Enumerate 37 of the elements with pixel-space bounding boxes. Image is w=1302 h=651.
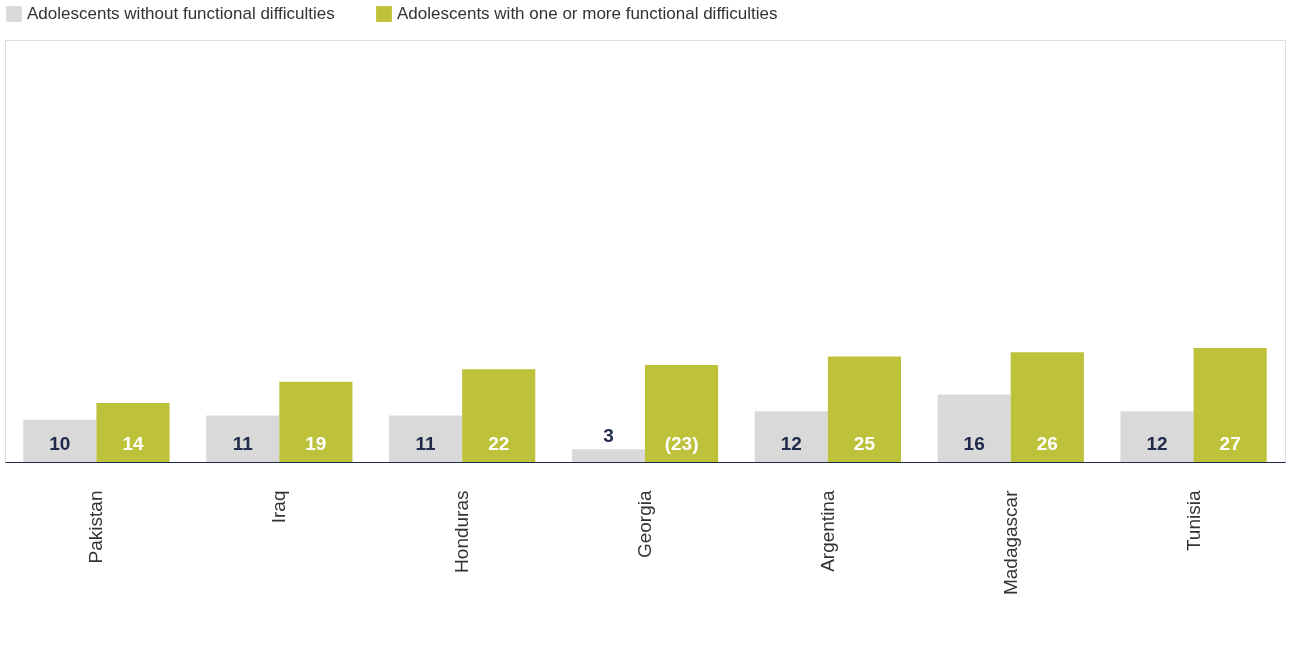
data-label: 3 (603, 425, 614, 447)
bar (754, 411, 828, 462)
x-tick-label: Georgia (634, 490, 655, 559)
data-label: (23) (664, 433, 699, 454)
bar (206, 415, 280, 462)
data-label: 16 (963, 433, 985, 454)
bar (96, 402, 170, 462)
x-tick-label: Tunisia (1182, 490, 1204, 552)
x-tick-label: Argentina (816, 490, 838, 572)
data-label: 10 (49, 433, 71, 454)
data-label: 14 (122, 433, 144, 454)
legend-label: Adolescents with one or more functional difficulties (397, 4, 778, 23)
bar (1120, 411, 1194, 462)
x-tick-label: Honduras (451, 490, 473, 573)
bar (937, 394, 1011, 462)
bar (571, 449, 645, 462)
bar (389, 415, 463, 462)
x-tick-label: Iraq (268, 490, 290, 524)
data-label: 11 (415, 433, 437, 454)
x-tick-label: Pakistan (85, 490, 107, 564)
bar (645, 364, 719, 462)
bar (1193, 348, 1267, 462)
data-label: 12 (780, 433, 802, 454)
bar (827, 356, 901, 462)
data-label: 26 (1036, 433, 1058, 454)
x-tick-label: Madagascar (999, 489, 1021, 596)
data-label: 25 (853, 433, 876, 454)
data-label: 19 (305, 433, 327, 454)
legend-label: Adolescents without functional difficulties (27, 4, 335, 23)
bar (23, 419, 97, 462)
bar (1010, 352, 1084, 462)
bar (462, 369, 536, 462)
bar (279, 381, 353, 462)
data-label: 11 (232, 433, 254, 454)
data-label: 12 (1146, 433, 1168, 454)
data-label: 22 (488, 433, 510, 454)
data-label: 27 (1219, 433, 1241, 454)
